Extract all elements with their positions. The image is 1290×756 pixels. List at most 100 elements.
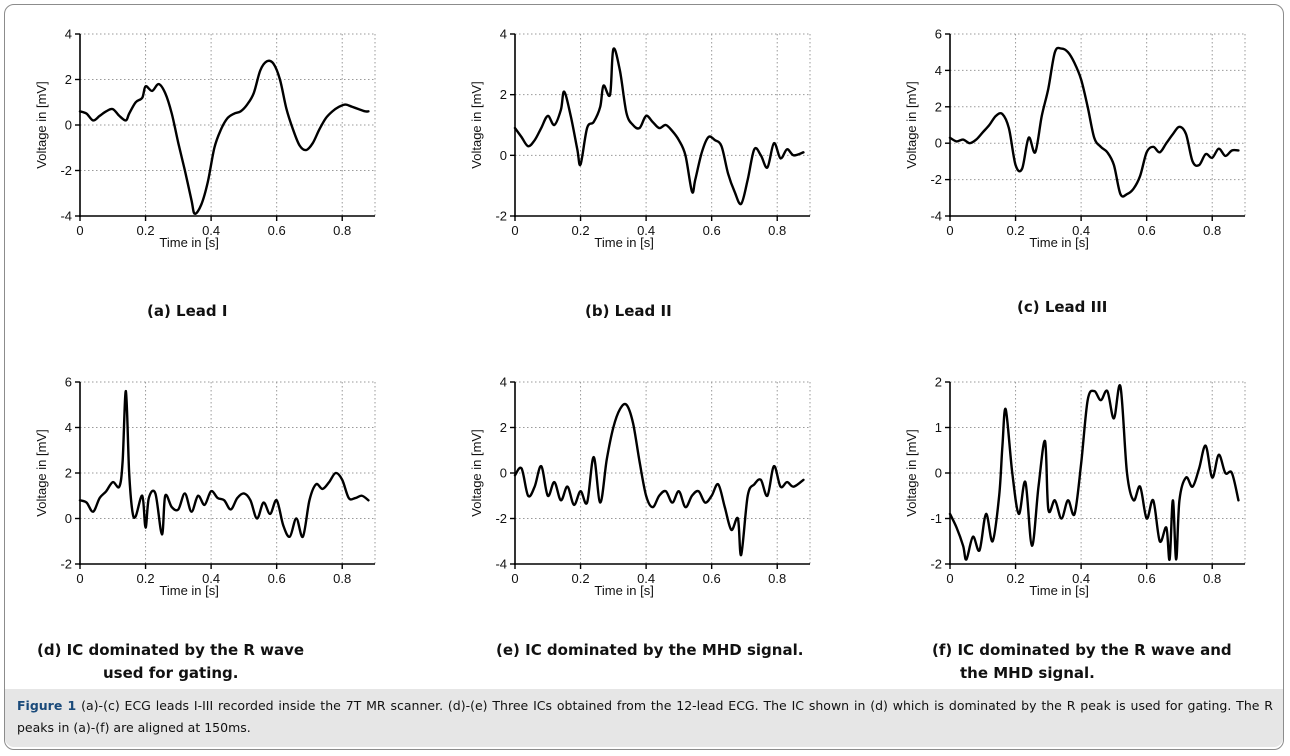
y-tick-label: -2 <box>930 557 942 572</box>
chart-svg-c: -4 -2 0 2 4 6 0 0.2 0.4 0.6 0.8 Time in [s] Voltage … <box>904 27 1246 250</box>
chart-panel-a: -4 -2 0 2 4 0 0.2 0.4 0.6 0.8 Time in [s] Voltage i… <box>20 22 400 262</box>
y-tick-label: 2 <box>935 99 942 114</box>
x-axis-title: Time in [s] <box>159 235 218 250</box>
figure-frame <box>4 4 1284 750</box>
y-axis-title: Voltage in [mV] <box>34 429 49 516</box>
subcaption-d-line2: used for gating. <box>103 664 239 682</box>
x-tick-label: 0.4 <box>637 571 655 586</box>
subcaption-b: (b) Lead II <box>585 302 672 320</box>
y-tick-label: 0 <box>935 136 942 151</box>
y-tick-label: 0 <box>65 118 72 133</box>
x-tick-label: 0 <box>511 571 518 586</box>
y-tick-label: 2 <box>65 466 72 481</box>
x-axis-title: Time in [s] <box>594 235 653 250</box>
y-tick-label: -2 <box>495 511 507 526</box>
chart-svg-b: -2 0 2 4 0 0.2 0.4 0.6 0.8 Time in [s] Voltage in … <box>469 27 811 250</box>
x-tick-label: 0 <box>946 223 953 238</box>
figure-caption-box: Figure 1 (a)-(c) ECG leads I-III recorde… <box>5 689 1283 747</box>
chart-panel-d: -2 0 2 4 6 0 0.2 0.4 0.6 0.8 Time in [s] Voltage in… <box>20 370 400 610</box>
x-tick-label: 0.6 <box>703 571 721 586</box>
y-tick-label: -4 <box>495 557 507 572</box>
x-tick-label: 0.2 <box>137 571 155 586</box>
y-tick-label: 4 <box>65 27 72 42</box>
y-tick-label: 4 <box>500 27 507 42</box>
y-axis-title: Voltage in [mV] <box>34 81 49 168</box>
subcaption-f-line2: the MHD signal. <box>960 664 1095 682</box>
x-tick-label: 0.8 <box>1203 571 1221 586</box>
x-tick-label: 0.4 <box>1072 223 1090 238</box>
series-line-e <box>513 402 805 557</box>
x-axis-title: Time in [s] <box>1029 235 1088 250</box>
chart-panel-e: -4 -2 0 2 4 0 0.2 0.4 0.6 0.8 Time in [s] Voltage i… <box>455 370 835 610</box>
y-tick-label: 1 <box>935 420 942 435</box>
x-axis-title: Time in [s] <box>1029 583 1088 598</box>
chart-panel-c: -4 -2 0 2 4 6 0 0.2 0.4 0.6 0.8 Time in [s] Voltage … <box>890 22 1270 262</box>
y-tick-label: 0 <box>500 148 507 163</box>
y-tick-label: 6 <box>935 27 942 42</box>
figure-caption-text: (a)-(c) ECG leads I-III recorded inside … <box>17 698 1273 735</box>
chart-panel-f: -2 -1 0 1 2 0 0.2 0.4 0.6 0.8 Time in [s] Voltage i… <box>890 370 1270 610</box>
chart-svg-e: -4 -2 0 2 4 0 0.2 0.4 0.6 0.8 Time in [s] Voltage i… <box>469 375 811 598</box>
x-tick-label: 0.4 <box>1072 571 1090 586</box>
series-line-a <box>78 59 370 215</box>
x-tick-label: 0.4 <box>637 223 655 238</box>
y-tick-label: 0 <box>935 466 942 481</box>
y-tick-label: 0 <box>65 511 72 526</box>
x-tick-label: 0.2 <box>1007 571 1025 586</box>
chart-svg-d: -2 0 2 4 6 0 0.2 0.4 0.6 0.8 Time in [s] Voltage in… <box>34 375 376 598</box>
y-axis-title: Voltage in [mV] <box>469 81 484 168</box>
y-tick-label: 0 <box>500 466 507 481</box>
y-axis-title: Voltage in [mV] <box>904 429 919 516</box>
y-tick-label: 2 <box>500 420 507 435</box>
x-tick-label: 0 <box>76 223 83 238</box>
series-line-d <box>78 389 370 538</box>
subcaption-a: (a) Lead I <box>147 302 228 320</box>
x-tick-label: 0 <box>76 571 83 586</box>
chart-panel-b: -2 0 2 4 0 0.2 0.4 0.6 0.8 Time in [s] Voltage in … <box>455 22 835 262</box>
y-tick-label: 4 <box>500 375 507 390</box>
y-axis-title: Voltage in [mV] <box>904 81 919 168</box>
figure-caption: Figure 1 (a)-(c) ECG leads I-III recorde… <box>17 695 1273 739</box>
subcaption-c: (c) Lead III <box>1017 298 1108 316</box>
y-tick-label: -2 <box>60 163 72 178</box>
x-tick-label: 0.2 <box>572 571 590 586</box>
x-tick-label: 0.8 <box>333 571 351 586</box>
y-tick-label: 4 <box>65 420 72 435</box>
y-tick-label: 2 <box>65 72 72 87</box>
y-tick-label: 6 <box>65 375 72 390</box>
x-tick-label: 0.8 <box>768 223 786 238</box>
x-tick-label: 0.4 <box>202 223 220 238</box>
x-axis-title: Time in [s] <box>594 583 653 598</box>
x-tick-label: 0.2 <box>137 223 155 238</box>
chart-svg-f: -2 -1 0 1 2 0 0.2 0.4 0.6 0.8 Time in [s] Voltage i… <box>904 375 1246 598</box>
subcaption-d-line1: (d) IC dominated by the R wave <box>37 641 305 659</box>
chart-svg-a: -4 -2 0 2 4 0 0.2 0.4 0.6 0.8 Time in [s] Voltage i… <box>34 27 376 250</box>
x-tick-label: 0.6 <box>1138 223 1156 238</box>
y-tick-label: -1 <box>930 511 942 526</box>
x-tick-label: 0.2 <box>1007 223 1025 238</box>
x-tick-label: 0.6 <box>1138 571 1156 586</box>
y-tick-label: 4 <box>935 63 942 78</box>
x-tick-label: 0 <box>511 223 518 238</box>
x-tick-label: 0.6 <box>703 223 721 238</box>
y-tick-label: 2 <box>935 375 942 390</box>
y-tick-label: 2 <box>500 87 507 102</box>
y-tick-label: -2 <box>60 557 72 572</box>
subcaption-f-line1: (f) IC dominated by the R wave and <box>932 641 1232 659</box>
y-tick-label: -4 <box>60 209 72 224</box>
y-tick-label: -2 <box>930 172 942 187</box>
x-tick-label: 0.6 <box>268 571 286 586</box>
x-tick-label: 0.2 <box>572 223 590 238</box>
x-tick-label: 0.6 <box>268 223 286 238</box>
x-tick-label: 0 <box>946 571 953 586</box>
x-tick-label: 0.8 <box>768 571 786 586</box>
y-tick-label: -4 <box>930 209 942 224</box>
subcaption-e: (e) IC dominated by the MHD signal. <box>496 641 804 659</box>
x-tick-label: 0.4 <box>202 571 220 586</box>
series-line-c <box>948 46 1240 198</box>
series-line-f <box>948 384 1240 561</box>
x-axis-title: Time in [s] <box>159 583 218 598</box>
figure-label: Figure 1 <box>17 698 77 713</box>
x-tick-label: 0.8 <box>333 223 351 238</box>
y-tick-label: -2 <box>495 209 507 224</box>
